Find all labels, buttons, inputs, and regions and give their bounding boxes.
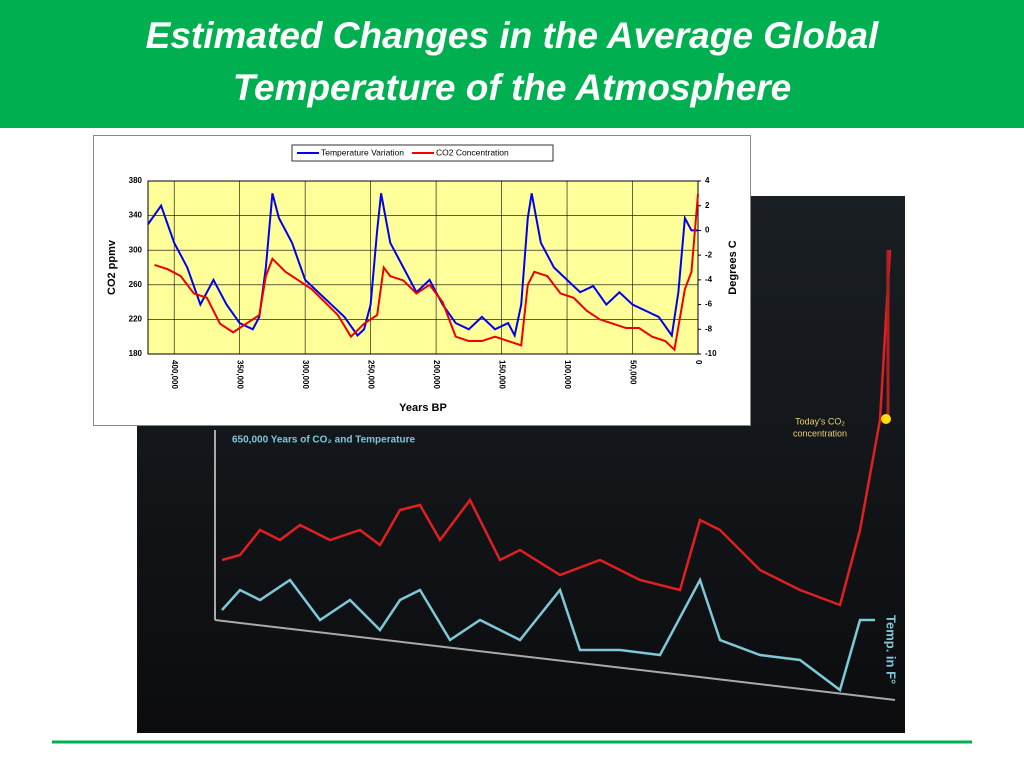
y2-tick-label: 4	[705, 176, 710, 185]
series-line	[147, 193, 698, 339]
x-tick-label: 350,000	[236, 360, 245, 389]
y2-tick-label: -6	[705, 300, 713, 309]
y-tick-label: 220	[129, 315, 143, 324]
x-tick-label: 400,000	[170, 360, 179, 389]
y2-tick-label: 2	[705, 201, 710, 210]
y2-tick-label: 0	[705, 226, 710, 235]
chart: 180 220 260 300 340 380 -10 -8 -6 -4 -2 0 2 4 400,000 3…	[106, 144, 739, 414]
x-tick-label: 300,000	[301, 360, 310, 389]
y2-tick-label: -10	[705, 349, 717, 358]
y-axis-label: CO2 ppmv	[106, 239, 118, 295]
y-tick-label: 180	[129, 349, 143, 358]
y2-tick-label: -2	[705, 250, 713, 259]
plot-area	[148, 181, 698, 354]
x-tick-label: 100,000	[563, 360, 572, 389]
photo-axis: Temp. in F°	[884, 615, 899, 684]
title-band	[0, 0, 1024, 128]
y-tick-label: 380	[129, 176, 143, 185]
photo-note: Today's CO₂	[795, 416, 845, 426]
title: Temperature of the Atmosphere	[233, 67, 792, 108]
x-tick-label: 150,000	[497, 360, 506, 389]
legend-label: CO2 Concentration	[436, 147, 509, 157]
photo-art	[214, 249, 896, 701]
series-line	[154, 193, 699, 352]
x-tick-label: 50,000	[628, 360, 637, 385]
plot-border	[147, 180, 699, 355]
x-tick-label: 200,000	[432, 360, 441, 389]
title: Estimated Changes in the Average Global	[146, 15, 879, 56]
legend-label: Temperature Variation	[321, 147, 404, 157]
y2-tick-label: -4	[705, 275, 713, 284]
y2-tick-label: -8	[705, 324, 713, 333]
y-tick-label: 260	[129, 280, 143, 289]
x-tick-label: 0	[694, 360, 703, 365]
y-tick-label: 300	[129, 245, 143, 254]
x-tick-label: 250,000	[367, 360, 376, 389]
y-tick-label: 340	[129, 211, 143, 220]
x-axis-label: Years BP	[399, 402, 447, 414]
photo-caption: 650,000 Years of CO₂ and Temperature	[232, 435, 415, 446]
y2-axis-label: Degrees C	[727, 240, 739, 294]
photo-note: concentration	[793, 428, 847, 438]
